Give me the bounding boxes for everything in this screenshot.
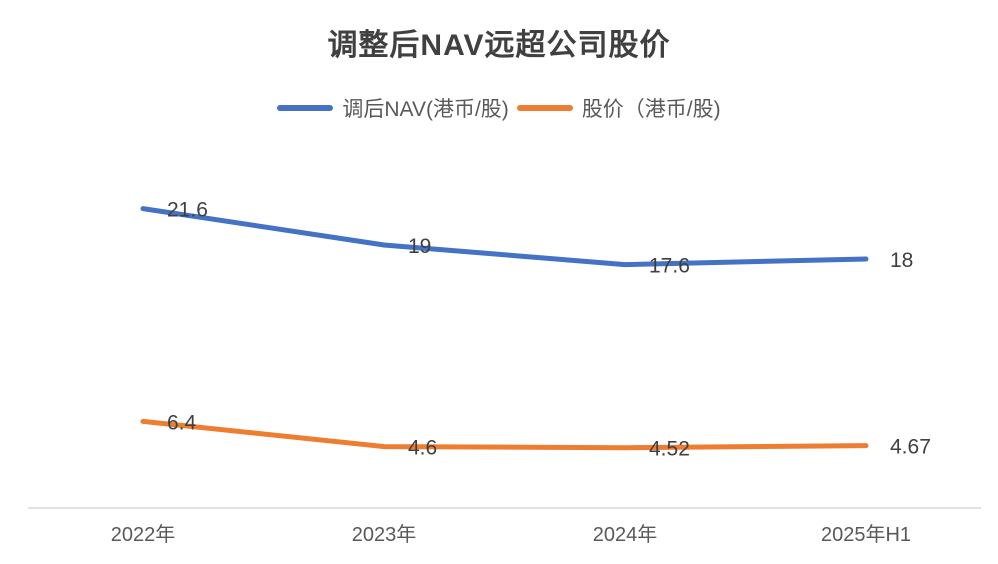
data-label: 21.6 bbox=[167, 199, 208, 222]
legend-line-swatch-nav-icon bbox=[277, 105, 334, 111]
legend: 调后NAV(港币/股) 股价（港币/股) bbox=[0, 93, 998, 123]
x-axis-tick-label: 2023年 bbox=[352, 523, 417, 546]
x-axis-tick-label: 2022年 bbox=[111, 523, 176, 546]
data-label: 18 bbox=[890, 249, 913, 272]
nav-line bbox=[140, 206, 869, 268]
price-line bbox=[140, 418, 869, 451]
data-label: 4.52 bbox=[649, 438, 690, 461]
data-label: 6.4 bbox=[167, 411, 197, 434]
x-axis-tick-label: 2024年 bbox=[593, 523, 658, 546]
data-label: 17.6 bbox=[649, 255, 690, 278]
legend-line-swatch-price-icon bbox=[516, 105, 573, 111]
data-label: 4.6 bbox=[408, 437, 437, 460]
legend-item-nav: 调后NAV(港币/股) bbox=[277, 93, 509, 123]
data-label: 19 bbox=[408, 235, 431, 258]
legend-label-nav: 调后NAV(港币/股) bbox=[342, 98, 509, 121]
data-label: 4.67 bbox=[890, 436, 931, 459]
legend-label-price: 股价（港币/股) bbox=[581, 98, 721, 121]
chart-title: 调整后NAV远超公司股价 bbox=[327, 29, 671, 62]
legend-item-price: 股价（港币/股) bbox=[516, 93, 721, 123]
x-axis-tick-label: 2025年H1 bbox=[821, 523, 911, 546]
